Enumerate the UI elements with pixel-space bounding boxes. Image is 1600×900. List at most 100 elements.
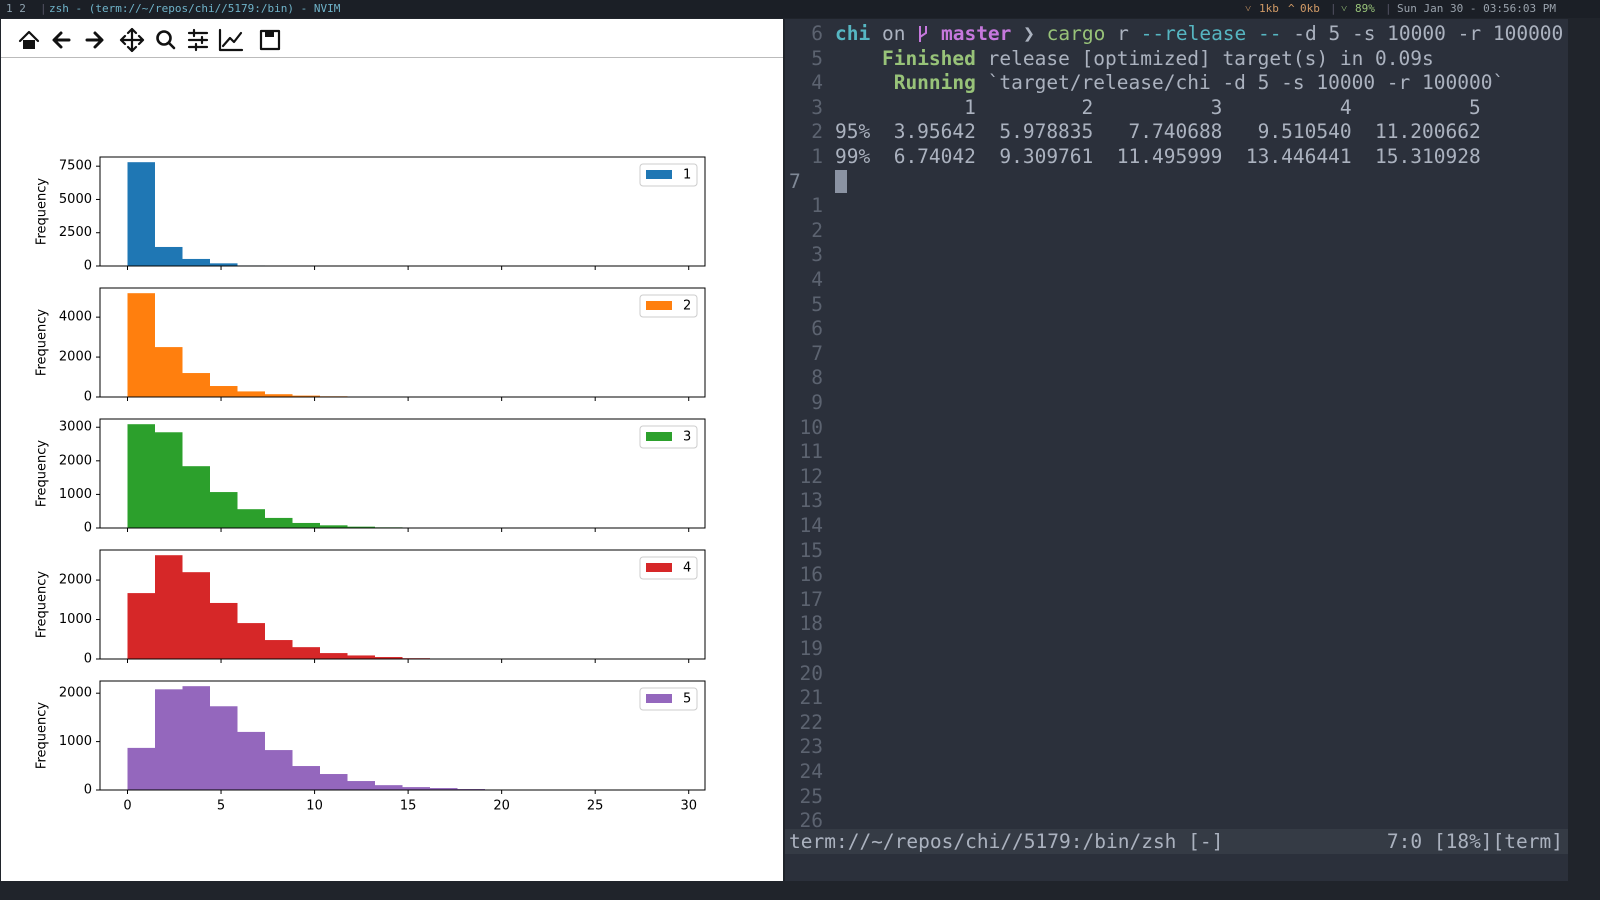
- status-line: term://~/repos/chi//5179:/bin/zsh [-] 7:0…: [785, 829, 1568, 854]
- prompt-line: chi on master ❯ cargo r --release -- -d …: [835, 21, 1563, 46]
- bar: [347, 781, 375, 790]
- y-tick-label: 7500: [59, 159, 92, 174]
- running-line: Running `target/release/chi -d 5 -s 1000…: [835, 70, 1505, 95]
- legend-label: 3: [683, 430, 691, 445]
- bar: [265, 394, 293, 397]
- command: cargo: [1046, 22, 1106, 45]
- bar: [237, 509, 265, 528]
- bar: [347, 655, 375, 659]
- y-tick-label: 0: [84, 390, 92, 405]
- bar: [127, 747, 155, 790]
- legend-label: 4: [683, 561, 691, 576]
- prompt-dir: chi: [835, 22, 871, 45]
- legend-swatch: [646, 432, 672, 441]
- legend-swatch: [646, 170, 672, 179]
- command-rest: -d 5 -s 10000 -r 100000: [1293, 22, 1564, 45]
- line-number: 14: [799, 514, 823, 537]
- branch-icon: [919, 26, 928, 42]
- x-tick-label: 30: [680, 799, 697, 814]
- line-number: 15: [799, 538, 823, 562]
- bar: [320, 774, 348, 790]
- line-number: 6: [811, 22, 823, 45]
- line-number: 12: [799, 464, 823, 488]
- pan-button[interactable]: [119, 27, 145, 53]
- line-number: 23: [799, 735, 823, 759]
- line-number: 1: [811, 194, 823, 218]
- line-number: 26: [799, 809, 823, 833]
- finished-text: release [optimized] target(s) in 0.09s: [987, 46, 1434, 70]
- line-number: 4: [811, 71, 823, 95]
- bar: [320, 525, 348, 528]
- line-number: 5: [811, 292, 823, 316]
- prompt-on: on: [881, 22, 906, 45]
- bar: [210, 602, 238, 659]
- bar: [265, 517, 293, 528]
- bar: [210, 386, 238, 397]
- configure-button[interactable]: [187, 28, 209, 52]
- axes-frame: [99, 156, 706, 267]
- axes-frame: [99, 680, 706, 791]
- running-text: `target/release/chi -d 5 -s 10000 -r 100…: [987, 71, 1505, 95]
- bar: [182, 258, 210, 266]
- y-tick-label: 1000: [59, 612, 92, 627]
- line-number: 4: [811, 268, 823, 291]
- y-axis-label: Frequency: [35, 309, 50, 376]
- y-tick-label: 2000: [59, 573, 92, 588]
- axes-button[interactable]: [218, 28, 244, 52]
- x-tick-label: 0: [123, 799, 131, 814]
- cursor: [835, 170, 847, 193]
- axes-frame: [99, 418, 706, 529]
- y-axis-label: Frequency: [35, 571, 50, 638]
- table-header: 1 2 3 4 5: [835, 95, 1481, 119]
- command-flags: --release --: [1140, 22, 1282, 45]
- bar: [182, 572, 210, 659]
- clock: Sun Jan 30 - 03:56:03 PM: [1397, 2, 1556, 15]
- bar: [402, 787, 430, 790]
- line-number: 20: [799, 661, 823, 685]
- status-left: term://~/repos/chi//5179:/bin/zsh [-]: [789, 830, 1224, 853]
- bar: [375, 657, 403, 659]
- back-button[interactable]: [52, 31, 71, 49]
- y-axis-label: Frequency: [35, 440, 50, 507]
- table-row: 95% 3.95642 5.978835 7.740688 9.510540 1…: [835, 120, 1481, 144]
- axes-frame: [99, 549, 706, 660]
- forward-button[interactable]: [85, 31, 104, 49]
- prompt-symbol: ❯: [1023, 22, 1035, 45]
- x-tick-label: 15: [400, 799, 417, 814]
- bar: [155, 555, 183, 659]
- y-tick-label: 2000: [59, 350, 92, 365]
- home-button[interactable]: [18, 30, 40, 49]
- bar: [182, 466, 210, 528]
- window-title: zsh - (term://~/repos/chi//5179:/bin) - …: [49, 2, 341, 15]
- prompt-branch: master: [940, 22, 1012, 45]
- bar: [237, 623, 265, 659]
- line-number: 9: [811, 391, 823, 414]
- bar: [210, 263, 238, 266]
- y-tick-label: 0: [84, 521, 92, 536]
- zoom-button[interactable]: [156, 30, 176, 50]
- axes-frame: [99, 287, 706, 398]
- bar: [265, 640, 293, 659]
- bar: [210, 706, 238, 790]
- command-arg: r: [1117, 22, 1129, 45]
- line-number: 1: [811, 145, 823, 168]
- save-button[interactable]: [259, 29, 281, 51]
- bar: [127, 593, 155, 659]
- bar: [182, 373, 210, 397]
- x-tick-label: 20: [493, 799, 510, 814]
- workspaces[interactable]: 1 2: [6, 2, 26, 15]
- bar: [292, 647, 320, 659]
- bar: [292, 395, 320, 397]
- line-number: 10: [799, 415, 823, 439]
- line-number: 3: [811, 243, 823, 267]
- finished-line: Finished release [optimized] target(s) i…: [835, 46, 1434, 71]
- y-tick-label: 3000: [59, 420, 92, 435]
- bar: [155, 432, 183, 528]
- finished-label: Finished: [881, 46, 976, 70]
- x-tick-label: 25: [587, 799, 604, 814]
- line-number: 2: [811, 120, 823, 144]
- y-tick-label: 5000: [59, 192, 92, 207]
- bar: [237, 391, 265, 397]
- status-right: 7:0 [18%][term]: [1386, 830, 1563, 853]
- line-number: 25: [799, 784, 823, 808]
